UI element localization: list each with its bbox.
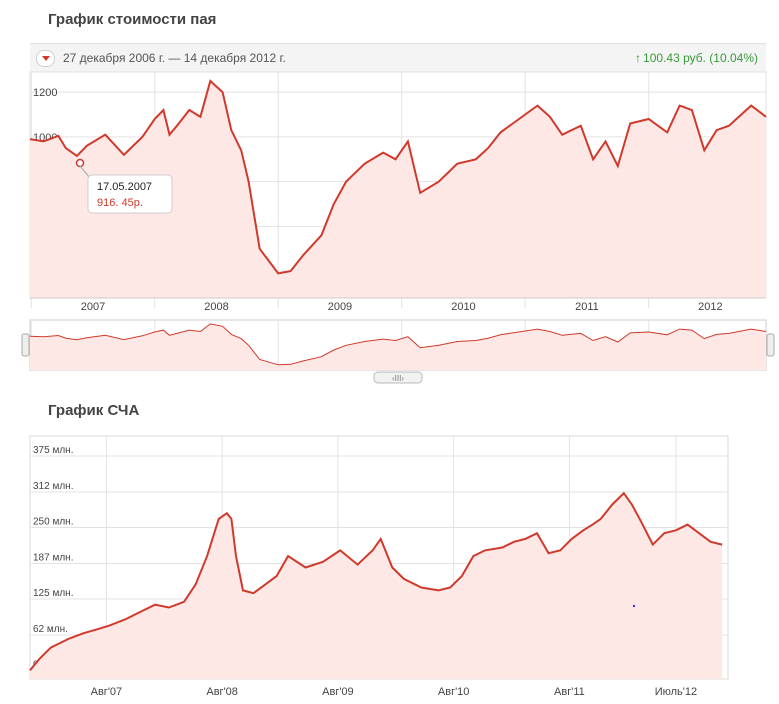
y-tick-label: 375 млн. <box>33 445 73 456</box>
unit-price-area <box>30 81 766 298</box>
nav-chart-title: График СЧА <box>48 402 140 419</box>
tooltip-pointer <box>79 165 91 179</box>
unit-price-chart[interactable]: 40060080010001200 2007200820092010201120… <box>0 0 779 400</box>
x-tick-label: Июль'12 <box>655 686 697 698</box>
y-tick-label: 187 млн. <box>33 553 73 564</box>
x-tick-label: 2012 <box>698 301 722 313</box>
tooltip-marker <box>75 158 85 168</box>
tooltip-box <box>87 174 173 214</box>
price-change: ↑ 100.43 руб. (10.04%) <box>635 51 758 65</box>
tooltip-date: 17.05.2007 <box>97 181 152 193</box>
up-arrow-icon: ↑ <box>635 51 642 65</box>
x-tick-label: 2008 <box>204 301 228 313</box>
y-tick-label: 1200 <box>33 87 57 99</box>
x-tick-label: 2011 <box>575 301 599 313</box>
x-tick-label: 2009 <box>328 301 352 313</box>
y-tick-label: 125 млн. <box>33 588 73 599</box>
unit-price-series-line <box>29 79 767 275</box>
stray-dot <box>632 604 636 608</box>
navigator-scrollbar[interactable] <box>373 371 423 384</box>
nav-series-line <box>29 491 723 672</box>
navigator-line <box>29 323 767 366</box>
y-tick-label: 312 млн. <box>33 481 73 492</box>
nav-chart[interactable]: 062 млн.125 млн.187 млн.250 млн.312 млн.… <box>0 430 779 704</box>
x-tick-label: Авг'10 <box>438 686 470 698</box>
y-tick-label: 62 млн. <box>33 624 68 635</box>
range-dropdown-button[interactable] <box>36 50 55 67</box>
navigator-right-handle[interactable] <box>766 333 775 357</box>
navigator-left-handle[interactable] <box>21 333 30 357</box>
x-tick-label: 2010 <box>451 301 475 313</box>
x-tick-label: Авг'08 <box>206 686 238 698</box>
unit-price-chart-title: График стоимости пая <box>48 11 217 28</box>
date-range-text: 27 декабря 2006 г. — 14 декабря 2012 г. <box>63 51 286 65</box>
scrollbar-grip: ‹III› <box>392 374 404 383</box>
x-tick-label: Авг'07 <box>91 686 123 698</box>
x-tick-label: 2007 <box>81 301 105 313</box>
price-change-value: 100.43 руб. (10.04%) <box>643 51 758 65</box>
nav-area <box>30 493 723 679</box>
y-tick-label: 250 млн. <box>33 516 73 527</box>
x-tick-label: Авг'09 <box>322 686 354 698</box>
x-tick-label: Авг'11 <box>554 686 585 698</box>
navigator-area <box>30 323 766 370</box>
tooltip-value: 916. 45р. <box>97 197 143 209</box>
